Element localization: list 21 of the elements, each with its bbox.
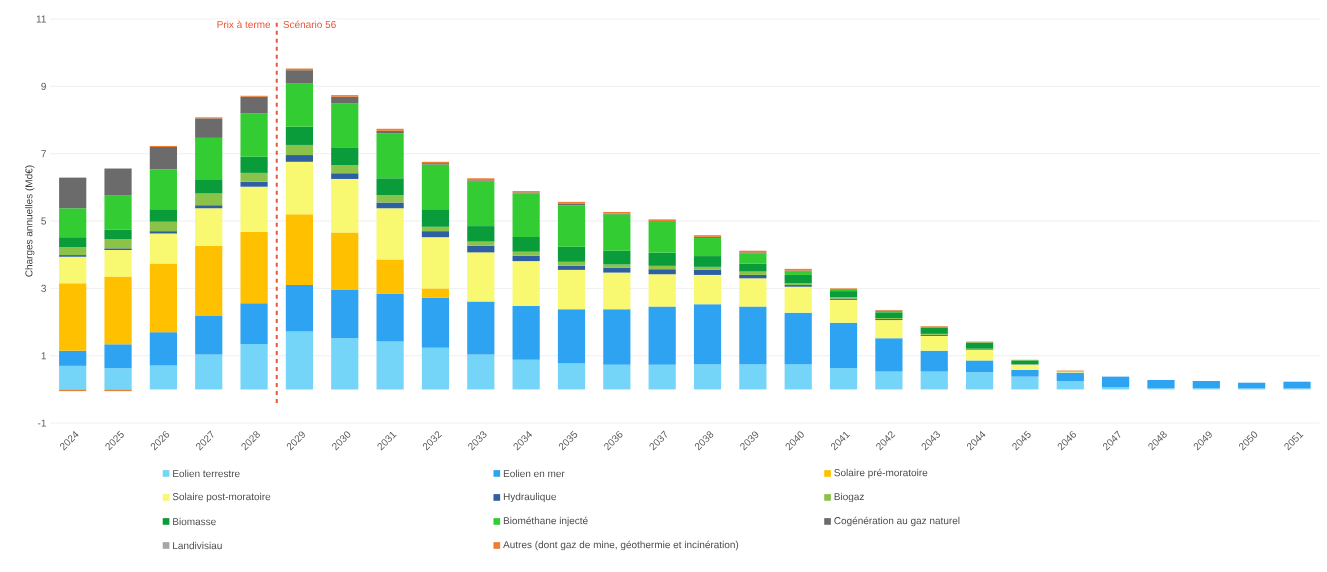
legend-label: Biomasse — [173, 517, 216, 526]
y-tick-label: 5 — [41, 217, 46, 225]
y-tick-label: 9 — [41, 82, 46, 90]
y-tick-label: 11 — [36, 15, 46, 23]
y-tick-label: 1 — [41, 352, 46, 360]
y-tick-label: 7 — [41, 150, 46, 158]
legend-label: Hydraulique — [503, 492, 556, 503]
legend-label: Landivisiau — [173, 541, 222, 550]
legend-label: Cogénération au gaz naturel — [834, 516, 960, 527]
legend-label: Eolien en mer — [503, 469, 565, 478]
y-axis-title: Charges annuelles (Md€) — [25, 165, 35, 277]
y-tick-label: 3 — [41, 284, 46, 292]
legend-label: Biométhane injecté — [503, 516, 588, 527]
y-tick-label: -1 — [37, 419, 46, 427]
legend-label: Biogaz — [834, 492, 864, 503]
legend-label: Eolien terrestre — [173, 469, 240, 478]
ref-line-label: Scénario 56 — [283, 20, 336, 29]
annotation: Prix à terme — [217, 20, 271, 29]
legend-label: Solaire pré-moratoire — [834, 468, 928, 479]
legend-label: Solaire post-moratoire — [172, 492, 271, 503]
legend-label: Autres (dont gaz de mine, géothermie et incinération) — [503, 540, 739, 551]
